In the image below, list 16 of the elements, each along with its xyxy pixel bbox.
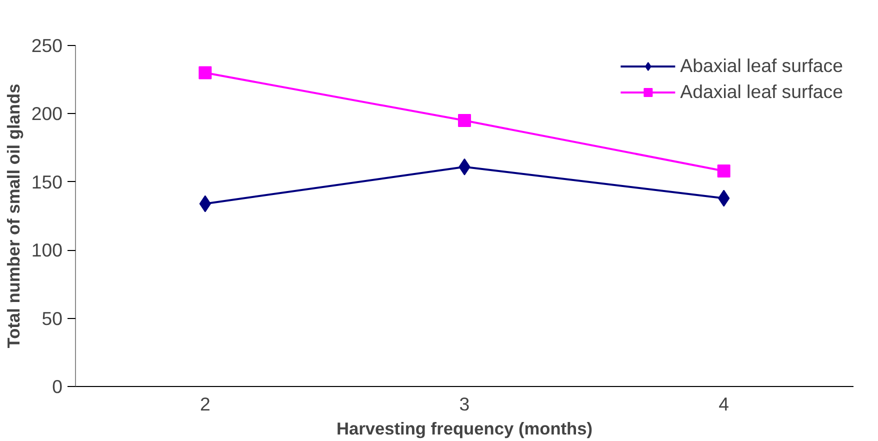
y-tick-label: 50: [42, 308, 63, 329]
x-tick-label: 4: [718, 394, 730, 414]
legend-label: Abaxial leaf surface: [680, 55, 843, 77]
point: [458, 114, 471, 128]
y-tick-label: 100: [31, 240, 63, 261]
legend-label: Adaxial leaf surface: [680, 81, 843, 103]
y-axis-title: Total number of small oil glands: [3, 84, 24, 348]
y-tick-label: 200: [31, 103, 63, 124]
point: [717, 164, 730, 178]
y-tick-label: 0: [52, 376, 63, 397]
x-tick-label: 2: [200, 394, 210, 414]
x-axis-title: Harvesting frequency (months): [336, 418, 593, 438]
x-tick-label: 3: [459, 394, 470, 414]
y-tick-label: 250: [31, 35, 63, 56]
y-tick-label: 150: [31, 171, 63, 192]
point: [198, 66, 212, 80]
